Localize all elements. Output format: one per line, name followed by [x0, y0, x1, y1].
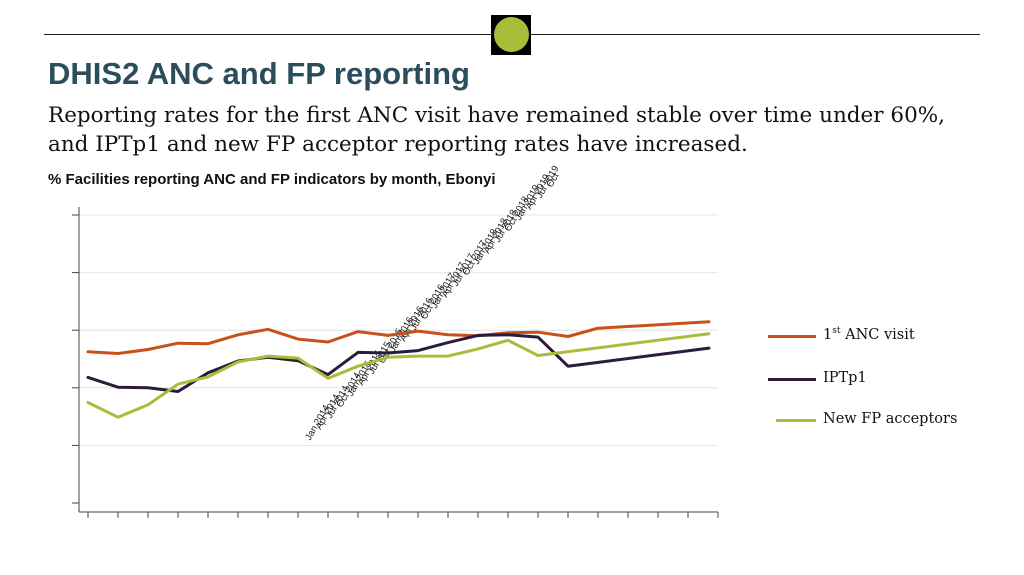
logo-circle-icon — [494, 17, 529, 52]
legend-swatch-fp — [776, 419, 816, 422]
series-line-2 — [86, 332, 711, 419]
series-line-1 — [86, 333, 711, 393]
chart-title: % Facilities reporting ANC and FP indica… — [48, 171, 496, 188]
legend-label-iptp1: IPTp1 — [823, 370, 867, 386]
legend-item-anc: 1st ANC visit — [768, 324, 988, 348]
chart-axes — [72, 207, 719, 518]
legend-item-iptp1: IPTp1 — [768, 367, 988, 391]
series-line-0 — [86, 320, 711, 355]
series-lines — [86, 320, 711, 419]
legend-item-fp: New FP acceptors — [768, 408, 988, 432]
legend-swatch-iptp1 — [768, 378, 816, 381]
page-title: DHIS2 ANC and FP reporting — [48, 56, 470, 91]
legend-label-anc: 1st ANC visit — [823, 326, 915, 343]
legend-label-fp: New FP acceptors — [823, 411, 958, 427]
legend-swatch-anc — [768, 335, 816, 338]
page-subtitle: Reporting rates for the first ANC visit … — [48, 103, 946, 157]
